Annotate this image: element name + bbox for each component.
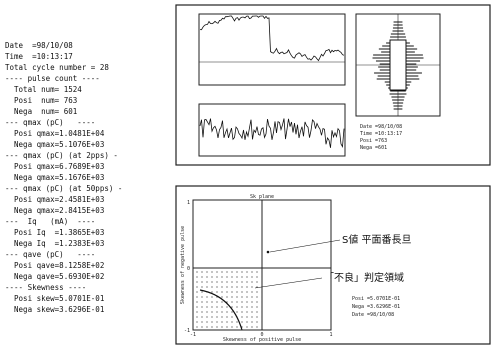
y-tick-label: 0 [187, 266, 190, 272]
x-tick-label: 0 [260, 332, 263, 338]
callout: S値 平面番長旦 [342, 233, 412, 246]
y-tick-label: 1 [187, 200, 190, 206]
threshold-arc [199, 289, 243, 331]
info-line: Posi =5.0701E-01 [352, 296, 400, 302]
summary-line: Posi qmax=6.7689E+03 [5, 162, 104, 171]
summary-line: Posi num= 763 [5, 96, 77, 105]
info-line: Date =98/10/08 [360, 124, 402, 130]
summary-line: --- qmax (pC) (at 2pps) - [5, 151, 118, 160]
info-line: Date =98/10/08 [352, 312, 394, 318]
summary-line: --- Iq (mA) ---- [5, 217, 95, 226]
summary-line: --- qave (pC) ---- [5, 250, 95, 259]
fail-region [193, 268, 262, 330]
waveform [199, 118, 345, 149]
leader [254, 277, 323, 289]
x-label: Skewness of positive pulse [223, 337, 301, 343]
phase-box [389, 39, 407, 91]
waveform [199, 15, 345, 62]
x-tick-label: -1 [190, 332, 196, 338]
summary-line: Nega num= 601 [5, 107, 77, 116]
plot-title: Sk plane [250, 194, 274, 200]
summary-line: ---- pulse count ---- [5, 74, 100, 83]
info-line: Time =10:13:17 [360, 131, 402, 137]
summary-line: Posi qmax=1.0481E+04 [5, 129, 105, 138]
summary-line: Nega Iq =1.2383E+03 [5, 239, 104, 248]
callout: 「不良」判定領域 [324, 271, 404, 284]
summary-text: Date =98/10/08 Time =10:13:17 Total cycle … [5, 41, 122, 314]
summary-line: Time =10:13:17 [5, 52, 73, 61]
summary-line: Nega skew=3.6296E-01 [5, 305, 104, 314]
y-label: Skewness of negative pulse [180, 226, 186, 304]
summary-line: --- qmax (pC) (at 50pps) - [5, 184, 122, 193]
info-line: Nega =3.6296E-01 [352, 304, 400, 310]
x-tick-label: 1 [329, 332, 332, 338]
trend-plot [198, 13, 346, 86]
info-line: Posi =763 [360, 138, 387, 144]
summary-line: ---- Skewness ---- [5, 283, 86, 292]
trend-plot-2 [198, 103, 346, 157]
summary-line: Nega qave=5.6930E+02 [5, 272, 104, 281]
info-line: Nega =601 [360, 145, 387, 151]
summary-line: Date =98/10/08 [5, 41, 73, 50]
leader [269, 239, 341, 253]
summary-line: Total num= 1524 [5, 85, 82, 94]
summary-line: Posi qmax=2.4581E+03 [5, 195, 104, 204]
summary-line: Posi Iq =1.3865E+03 [5, 228, 104, 237]
summary-line: Nega qmax=2.8415E+03 [5, 206, 104, 215]
summary-line: Nega qmax=5.1076E+03 [5, 140, 104, 149]
summary-line: Posi skew=5.0701E-01 [5, 294, 104, 303]
summary-line: Total cycle number = 28 [5, 63, 109, 72]
bottom-info: Posi =5.0701E-01 Nega =3.6296E-01 Date =98… [352, 296, 400, 318]
summary-line: Posi qave=8.1258E+02 [5, 261, 104, 270]
summary-line: Nega qmax=5.1676E+03 [5, 173, 104, 182]
y-tick-label: -1 [184, 328, 190, 334]
summary-line: --- qmax (pC) ---- [5, 118, 95, 127]
sk-point [266, 250, 270, 254]
